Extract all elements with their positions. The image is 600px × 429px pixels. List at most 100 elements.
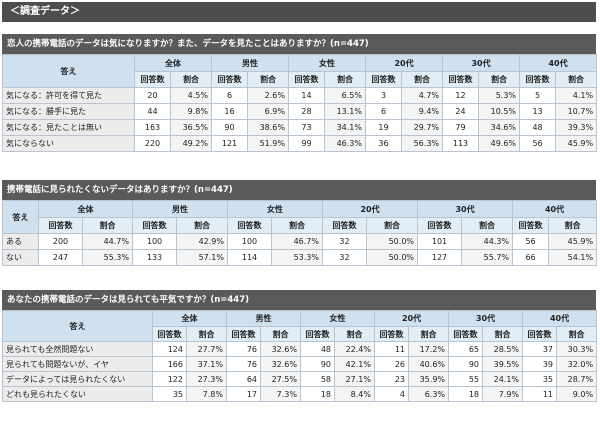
ratio-header: 割合 [461, 217, 514, 234]
cell-ratio: 29.7% [400, 119, 444, 136]
group-header: 20代 [373, 310, 450, 327]
cell-count: 200 [38, 233, 83, 250]
ratio-header: 割合 [324, 71, 366, 88]
table-row: ある 200 44.7% 100 42.9% 100 46.7% 32 50.0… [2, 233, 598, 250]
cell-count: 99 [288, 135, 325, 152]
cell-count: 16 [211, 103, 248, 120]
cell-ratio: 28.7% [556, 371, 598, 387]
cell-ratio: 40.6% [407, 356, 450, 372]
survey-section-1: 恋人の携帯電話のデータは気になりますか？また、データを見たことはありますか？(n… [2, 34, 598, 152]
cell-ratio: 9.4% [400, 103, 444, 120]
count-header: 回答数 [211, 71, 248, 88]
count-header: 回答数 [300, 326, 335, 342]
cell-ratio: 53.3% [271, 249, 323, 266]
cell-ratio: 7.9% [482, 386, 524, 402]
cell-count: 13 [519, 103, 557, 120]
group-header: 全体 [152, 310, 227, 327]
count-header: 回答数 [226, 326, 261, 342]
cell-count: 90 [448, 356, 484, 372]
ratio-header: 割合 [271, 217, 323, 234]
cell-count: 100 [132, 233, 177, 250]
cell-count: 55 [448, 371, 484, 387]
cell-count: 220 [134, 135, 171, 152]
cell-count: 48 [519, 119, 557, 136]
cell-ratio: 4.1% [555, 87, 598, 104]
cell-ratio: 44.3% [461, 233, 514, 250]
cell-count: 127 [417, 249, 463, 266]
cell-count: 12 [442, 87, 480, 104]
cell-count: 28 [288, 103, 325, 120]
cell-count: 56 [512, 233, 550, 250]
row-label: どれも見られたくない [2, 386, 153, 402]
group-header: 女性 [300, 310, 375, 327]
table-row: データによっては見られたくない 122 27.3% 64 27.5% 58 27… [2, 371, 598, 387]
cell-ratio: 27.3% [186, 371, 227, 387]
cell-ratio: 34.1% [324, 119, 366, 136]
cell-ratio: 34.6% [478, 119, 521, 136]
cell-ratio: 51.9% [247, 135, 289, 152]
ratio-header: 割合 [186, 326, 227, 342]
cell-ratio: 38.6% [247, 119, 289, 136]
table-row: 気になる：見たことは無い 163 36.5% 90 38.6% 73 34.1%… [2, 119, 598, 136]
ratio-header: 割合 [176, 217, 228, 234]
row-label: 見られても全然問題ない [2, 341, 153, 357]
cell-count: 79 [442, 119, 480, 136]
ratio-header: 割合 [478, 71, 521, 88]
row-label: 気にならない [2, 135, 135, 152]
cell-count: 23 [374, 371, 409, 387]
ratio-header: 割合 [82, 217, 133, 234]
cell-count: 90 [211, 119, 248, 136]
cell-ratio: 24.1% [482, 371, 524, 387]
cell-ratio: 55.7% [461, 249, 514, 266]
cell-count: 32 [322, 249, 367, 266]
cell-ratio: 37.1% [186, 356, 227, 372]
cell-ratio: 42.9% [176, 233, 228, 250]
cell-ratio: 27.1% [334, 371, 375, 387]
cell-ratio: 30.3% [556, 341, 598, 357]
cell-count: 113 [442, 135, 480, 152]
cell-count: 26 [374, 356, 409, 372]
cell-count: 66 [512, 249, 550, 266]
section-title: 恋人の携帯電話のデータは気になりますか？また、データを見たことはありますか？(n… [2, 34, 596, 54]
table-row: 見られても問題ないが、イヤ 166 37.1% 76 32.6% 90 42.1… [2, 356, 598, 372]
count-header: 回答数 [448, 326, 484, 342]
cell-ratio: 36.5% [170, 119, 212, 136]
cell-count: 19 [365, 119, 402, 136]
cell-ratio: 10.5% [478, 103, 521, 120]
data-table: 答え 全体 男性 女性 20代 30代 40代 回答数 割合 回答数 割合 回答… [2, 200, 598, 266]
section-title: あなたの携帯電話のデータは見られても平気ですか？(n=447) [2, 290, 596, 310]
section-title: 携帯電話に見られたくないデータはありますか？(n=447) [2, 180, 596, 200]
group-header: 30代 [448, 310, 524, 327]
ratio-header: 割合 [555, 71, 598, 88]
cell-count: 247 [38, 249, 83, 266]
cell-count: 20 [134, 87, 171, 104]
cell-count: 18 [300, 386, 335, 402]
ratio-header: 割合 [247, 71, 289, 88]
cell-count: 114 [227, 249, 272, 266]
table-row: 気になる：許可を得て見た 20 4.5% 6 2.6% 14 6.5% 3 4.… [2, 87, 598, 104]
group-header: 全体 [38, 200, 133, 218]
cell-ratio: 2.6% [247, 87, 289, 104]
cell-count: 6 [365, 103, 402, 120]
group-header: 女性 [288, 54, 366, 72]
table-row: 気にならない 220 49.2% 121 51.9% 99 46.3% 36 5… [2, 135, 598, 152]
count-header: 回答数 [417, 217, 463, 234]
cell-count: 4 [374, 386, 409, 402]
group-header: 男性 [226, 310, 301, 327]
ratio-header: 割合 [548, 217, 598, 234]
cell-count: 32 [322, 233, 367, 250]
cell-count: 17 [226, 386, 261, 402]
ratio-header: 割合 [400, 71, 444, 88]
cell-ratio: 57.1% [176, 249, 228, 266]
cell-count: 6 [211, 87, 248, 104]
cell-ratio: 46.7% [271, 233, 323, 250]
cell-count: 18 [448, 386, 484, 402]
count-header: 回答数 [442, 71, 480, 88]
ratio-header: 割合 [556, 326, 598, 342]
row-label: 気になる：許可を得て見た [2, 87, 135, 104]
cell-ratio: 13.1% [324, 103, 366, 120]
count-header: 回答数 [522, 326, 558, 342]
cell-ratio: 50.0% [365, 249, 419, 266]
survey-section-3: あなたの携帯電話のデータは見られても平気ですか？(n=447) 答え 全体 男性… [2, 290, 598, 402]
table-row: ない 247 55.3% 133 57.1% 114 53.3% 32 50.0… [2, 249, 598, 266]
